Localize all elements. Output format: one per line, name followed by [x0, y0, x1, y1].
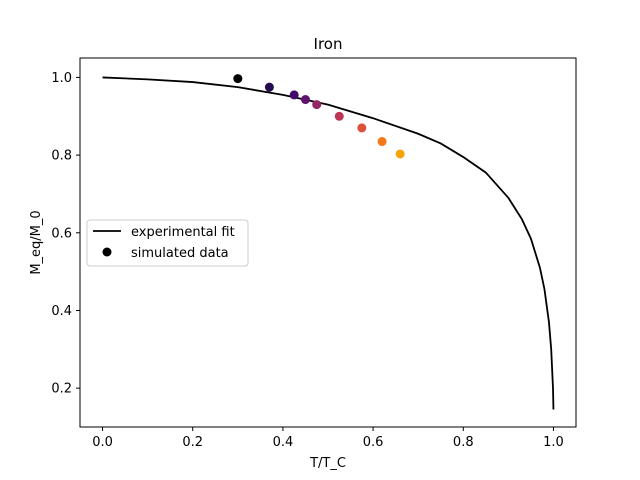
x-tick-label: 0.2 [182, 435, 203, 450]
x-tick-label: 0.8 [453, 435, 474, 450]
plot-area [102, 74, 555, 410]
y-tick-label: 0.2 [51, 382, 72, 397]
y-tick-label: 0.6 [51, 226, 72, 241]
legend: experimental fit simulated data [86, 219, 249, 267]
simulated-data-point [377, 137, 387, 147]
simulated-data-point [334, 111, 344, 121]
plot-frame [79, 57, 577, 428]
experimental-fit-line [102, 76, 555, 410]
y-axis: 0.2 0.4 0.6 0.8 1.0 [51, 71, 80, 397]
y-axis-title: M_eq/M_0 [29, 210, 44, 274]
y-tick-label: 0.8 [51, 149, 72, 164]
simulated-data-point [264, 82, 274, 92]
x-axis: 0.0 0.2 0.4 0.6 0.8 1.0 [92, 427, 564, 450]
legend-box [86, 219, 249, 267]
simulated-data-point [233, 74, 243, 84]
x-axis-title: T/T_C [309, 456, 346, 471]
x-tick-label: 1.0 [543, 435, 564, 450]
simulated-data-point [289, 90, 299, 100]
x-tick-label: 0.4 [273, 435, 294, 450]
y-tick-label: 0.4 [51, 304, 72, 319]
legend-label-simulated-data: simulated data [131, 246, 229, 261]
y-tick-label: 1.0 [51, 71, 72, 86]
x-tick-label: 0.6 [363, 435, 384, 450]
simulated-data-point [357, 123, 367, 133]
x-tick-label: 0.0 [92, 435, 113, 450]
legend-marker-swatch [102, 247, 112, 257]
legend-label-experimental-fit: experimental fit [131, 225, 235, 240]
chart-title: Iron [314, 35, 343, 53]
simulated-data-point [300, 95, 310, 105]
simulated-data-point [395, 149, 405, 159]
simulated-data-point [312, 100, 322, 110]
